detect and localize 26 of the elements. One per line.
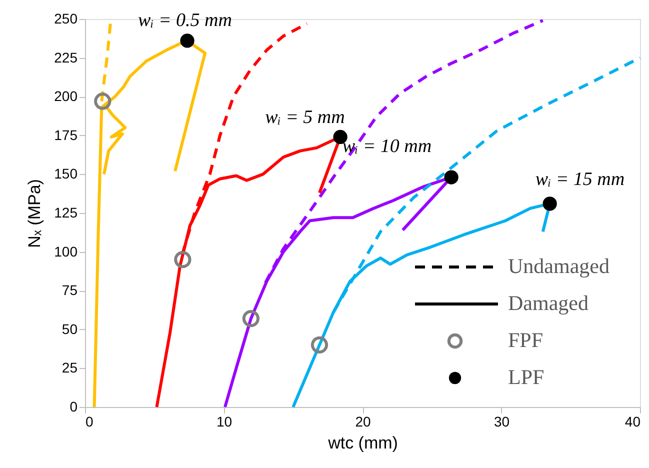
y-tick-label: 75 (62, 282, 78, 298)
y-tick-label: 100 (54, 243, 78, 260)
y-tick-label: 0 (70, 398, 78, 414)
y-tick-label: 150 (54, 166, 78, 182)
x-tick-label: 40 (624, 414, 641, 430)
legend-label: LPF (508, 365, 544, 389)
annotation: Undamaged (508, 254, 610, 278)
y-axis-title: Nₓ (MPa) (25, 179, 44, 248)
y-tick-label: 125 (54, 204, 78, 220)
annotation: Damaged (508, 291, 589, 315)
x-tick-label: 30 (494, 414, 510, 430)
annotation: wᵢ = 5 mm (265, 107, 345, 128)
x-tick-label: 20 (355, 414, 371, 430)
annotation: wᵢ = 0.5 mm (138, 10, 232, 31)
x-axis-title: wtc (mm) (327, 434, 398, 452)
x-tick-label: 10 (216, 414, 232, 430)
y-tick-label: 225 (54, 49, 78, 66)
y-tick-label: 50 (62, 320, 78, 337)
annotation: wᵢ = 10 mm (342, 136, 432, 157)
y-tick-label: 25 (62, 360, 78, 376)
y-tick-label: 175 (54, 126, 78, 143)
legend-label: FPF (508, 328, 544, 352)
y-tick-label: 200 (54, 88, 78, 104)
annotation: wᵢ = 15 mm (535, 169, 625, 190)
x-tick-label: 0 (86, 414, 94, 430)
y-tick-label: 250 (54, 10, 78, 26)
